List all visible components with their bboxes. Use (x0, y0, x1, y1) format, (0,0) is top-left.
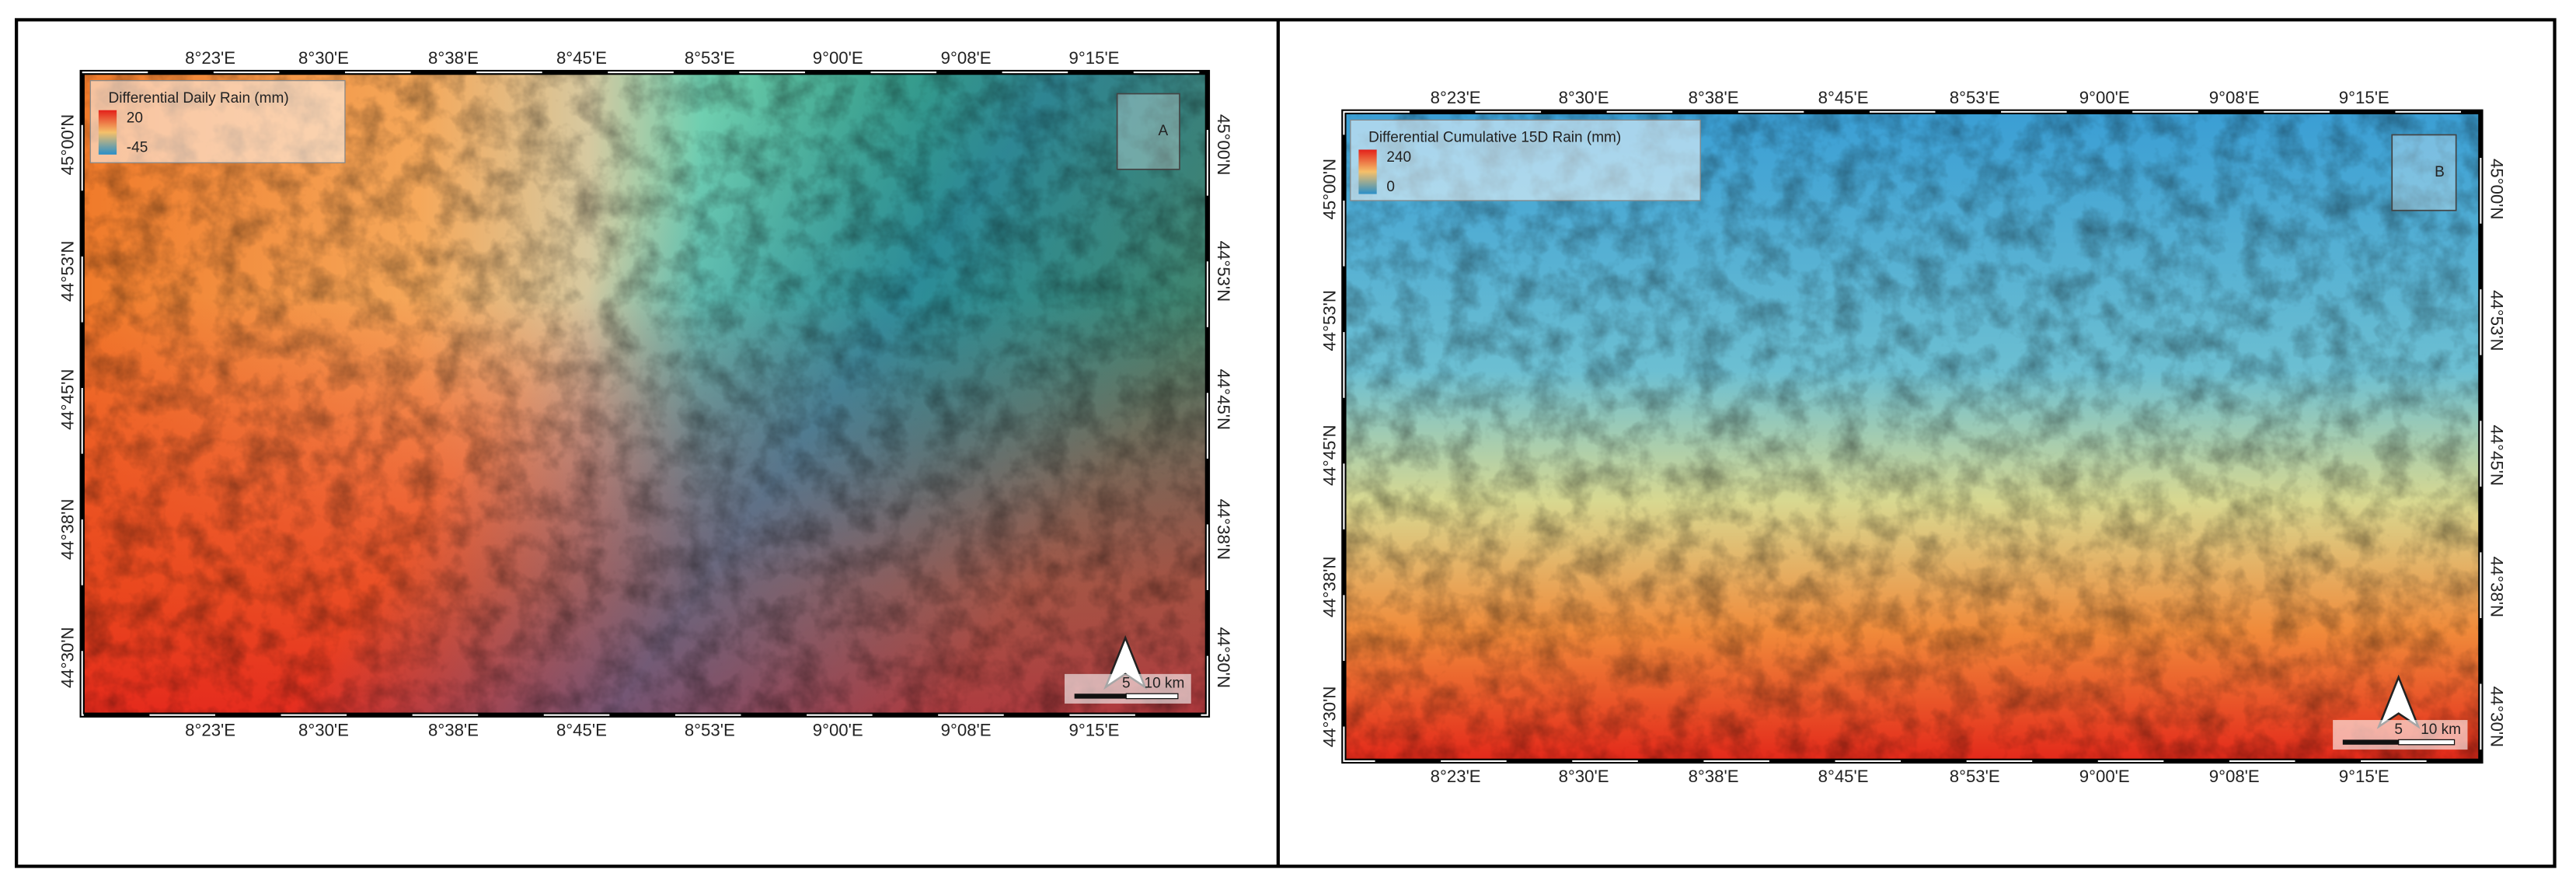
lat-label: 44°30'N (1319, 687, 1339, 748)
lon-label: 8°45'E (556, 48, 607, 68)
lat-label: 45°00'N (1319, 159, 1339, 219)
lat-label: 44°53'N (58, 241, 78, 302)
lat-label: 44°38'N (58, 499, 78, 561)
scale-bar (1125, 693, 1179, 700)
scale-bar (2398, 739, 2456, 746)
lat-label: 44°53'N (1214, 241, 1233, 302)
lon-label: 8°53'E (1950, 88, 2000, 107)
lon-label: 8°53'E (685, 721, 735, 740)
scale-label: 5 (2394, 722, 2403, 738)
lon-label: 8°45'E (1818, 767, 1869, 786)
lon-label: 9°08'E (941, 48, 992, 68)
map-frame-inner (81, 72, 1208, 716)
legend-title: Differential Cumulative 15D Rain (mm) (1368, 130, 1621, 146)
panel-label-box (1116, 93, 1180, 170)
lon-label: 9°00'E (813, 721, 863, 740)
legend-min: 0 (1386, 179, 1395, 195)
lon-label: 8°38'E (1689, 767, 1739, 786)
lon-label: 8°30'E (1559, 88, 1609, 107)
lat-label: 44°38'N (2487, 557, 2507, 618)
lon-label: 8°30'E (298, 721, 349, 740)
lon-label: 8°38'E (428, 48, 479, 68)
lon-label: 9°15'E (1069, 721, 1120, 740)
lat-label: 44°30'N (2487, 687, 2507, 748)
scale-bar (1074, 694, 1127, 699)
lat-label: 44°30'N (58, 627, 78, 688)
legend-max: 20 (127, 110, 143, 126)
legend-swatch (98, 110, 117, 155)
lon-label: 9°15'E (2339, 88, 2390, 107)
lon-label: 9°00'E (2079, 88, 2130, 107)
legend-box (89, 80, 346, 163)
legend-max: 240 (1386, 149, 1411, 166)
legend-swatch (1358, 149, 1377, 194)
map-frame-inner (1343, 110, 2482, 762)
lon-label: 8°23'E (185, 721, 235, 740)
panel-label-box (2391, 134, 2457, 211)
lat-label: 45°00'N (58, 114, 78, 176)
lon-label: 8°30'E (298, 48, 349, 68)
lat-label: 44°45'N (1214, 369, 1233, 431)
north-arrow (2376, 674, 2421, 729)
lat-label: 44°53'N (1319, 290, 1339, 351)
lat-label: 44°38'N (1214, 499, 1233, 561)
lon-label: 8°45'E (1818, 88, 1869, 107)
outer-frame (15, 18, 2557, 868)
lat-label: 44°45'N (58, 369, 78, 431)
lon-label: 9°15'E (2339, 767, 2390, 786)
lon-label: 8°45'E (556, 721, 607, 740)
scale-label: 10 km (1145, 676, 1185, 692)
scale-label: 5 (1122, 676, 1131, 692)
hillshade (82, 72, 1208, 715)
hillshade (1344, 111, 2481, 761)
lat-label: 44°53'N (2487, 290, 2507, 351)
lon-label: 9°00'E (813, 48, 863, 68)
lon-label: 9°08'E (2209, 767, 2260, 786)
lon-label: 9°15'E (1069, 48, 1120, 68)
lon-label: 8°53'E (685, 48, 735, 68)
scale-label: 10 km (2421, 722, 2461, 738)
lon-label: 8°38'E (428, 721, 479, 740)
lat-label: 44°38'N (1319, 557, 1339, 618)
lon-label: 8°23'E (1431, 88, 1481, 107)
legend-min: -45 (127, 139, 148, 155)
lon-label: 8°23'E (1431, 767, 1481, 786)
lat-label: 44°45'N (1319, 425, 1339, 486)
lon-label: 9°00'E (2079, 767, 2130, 786)
lon-label: 9°08'E (941, 721, 992, 740)
lon-label: 8°53'E (1950, 767, 2000, 786)
lon-label: 8°30'E (1559, 767, 1609, 786)
legend-box (1350, 119, 1701, 201)
panel-label: B (2435, 164, 2445, 180)
lat-label: 44°30'N (1214, 627, 1233, 688)
lat-label: 45°00'N (2487, 159, 2507, 219)
lon-label: 9°08'E (2209, 88, 2260, 107)
scale-bar (2342, 739, 2399, 745)
lon-label: 8°23'E (185, 48, 235, 68)
panel-label: A (1158, 123, 1168, 139)
lon-label: 8°38'E (1689, 88, 1739, 107)
legend-title: Differential Daily Rain (mm) (109, 90, 289, 107)
lat-label: 45°00'N (1214, 114, 1233, 176)
lat-label: 44°45'N (2487, 425, 2507, 486)
